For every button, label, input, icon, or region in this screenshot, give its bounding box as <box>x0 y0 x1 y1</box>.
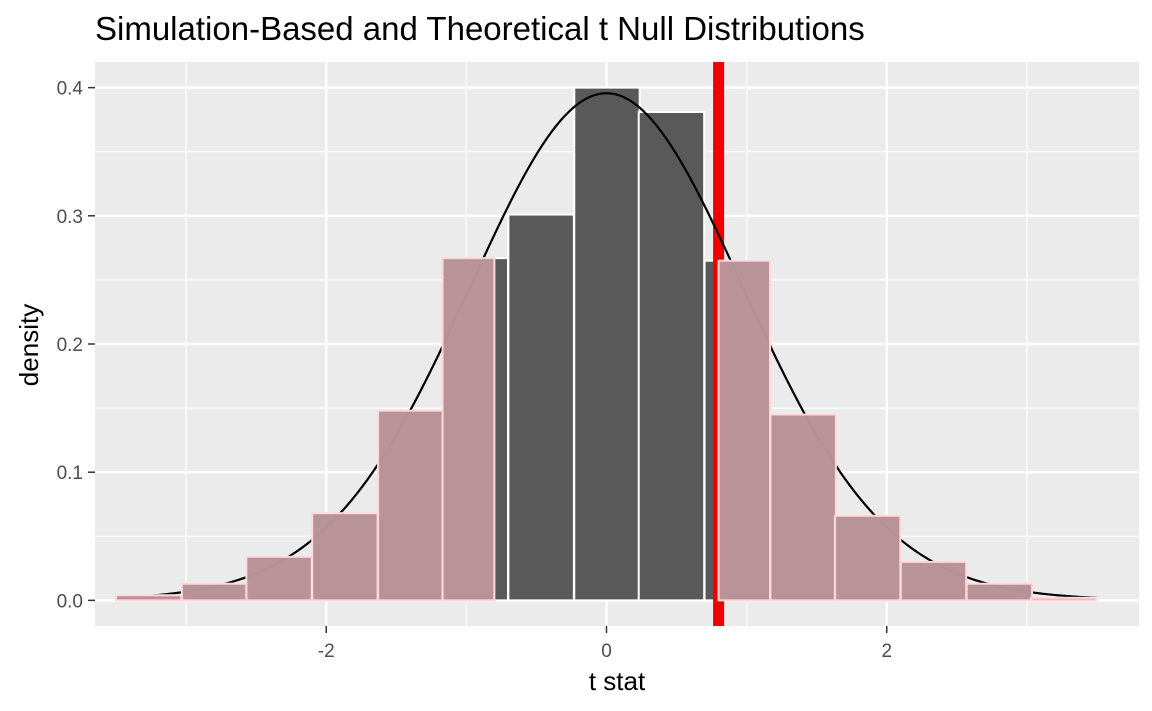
shaded-bar <box>717 259 772 602</box>
x-tick-label: -2 <box>318 641 335 662</box>
shaded-bar <box>180 582 249 602</box>
shaded-bar <box>769 413 837 602</box>
shaded-bar <box>965 582 1034 602</box>
axes: 0.0 0.1 0.2 0.3 0.4 -2 0 2 <box>57 79 892 662</box>
x-tick-label: 2 <box>881 641 892 662</box>
x-tick-label: 0 <box>601 641 612 662</box>
y-tick-label: 0.0 <box>57 591 83 612</box>
y-tick-label: 0.2 <box>57 335 83 356</box>
histogram-bar <box>637 110 706 602</box>
histogram-bar <box>507 213 575 602</box>
shaded-bar <box>899 560 968 602</box>
x-axis-title: t stat <box>589 666 646 696</box>
shaded-tail-bars <box>115 257 1098 602</box>
histogram-bar <box>573 86 641 602</box>
y-tick-label: 0.3 <box>57 207 83 228</box>
y-axis-title: density <box>14 304 44 386</box>
shaded-bar <box>377 409 445 602</box>
shaded-bar <box>441 257 496 602</box>
shaded-bar <box>1030 596 1098 602</box>
shaded-bar <box>245 555 313 602</box>
shaded-bar <box>311 512 379 602</box>
y-tick-label: 0.1 <box>57 463 83 484</box>
shaded-bar <box>115 594 183 602</box>
chart-title: Simulation-Based and Theoretical t Null … <box>95 10 865 47</box>
shaded-bar <box>833 514 902 602</box>
y-tick-label: 0.4 <box>57 79 84 100</box>
